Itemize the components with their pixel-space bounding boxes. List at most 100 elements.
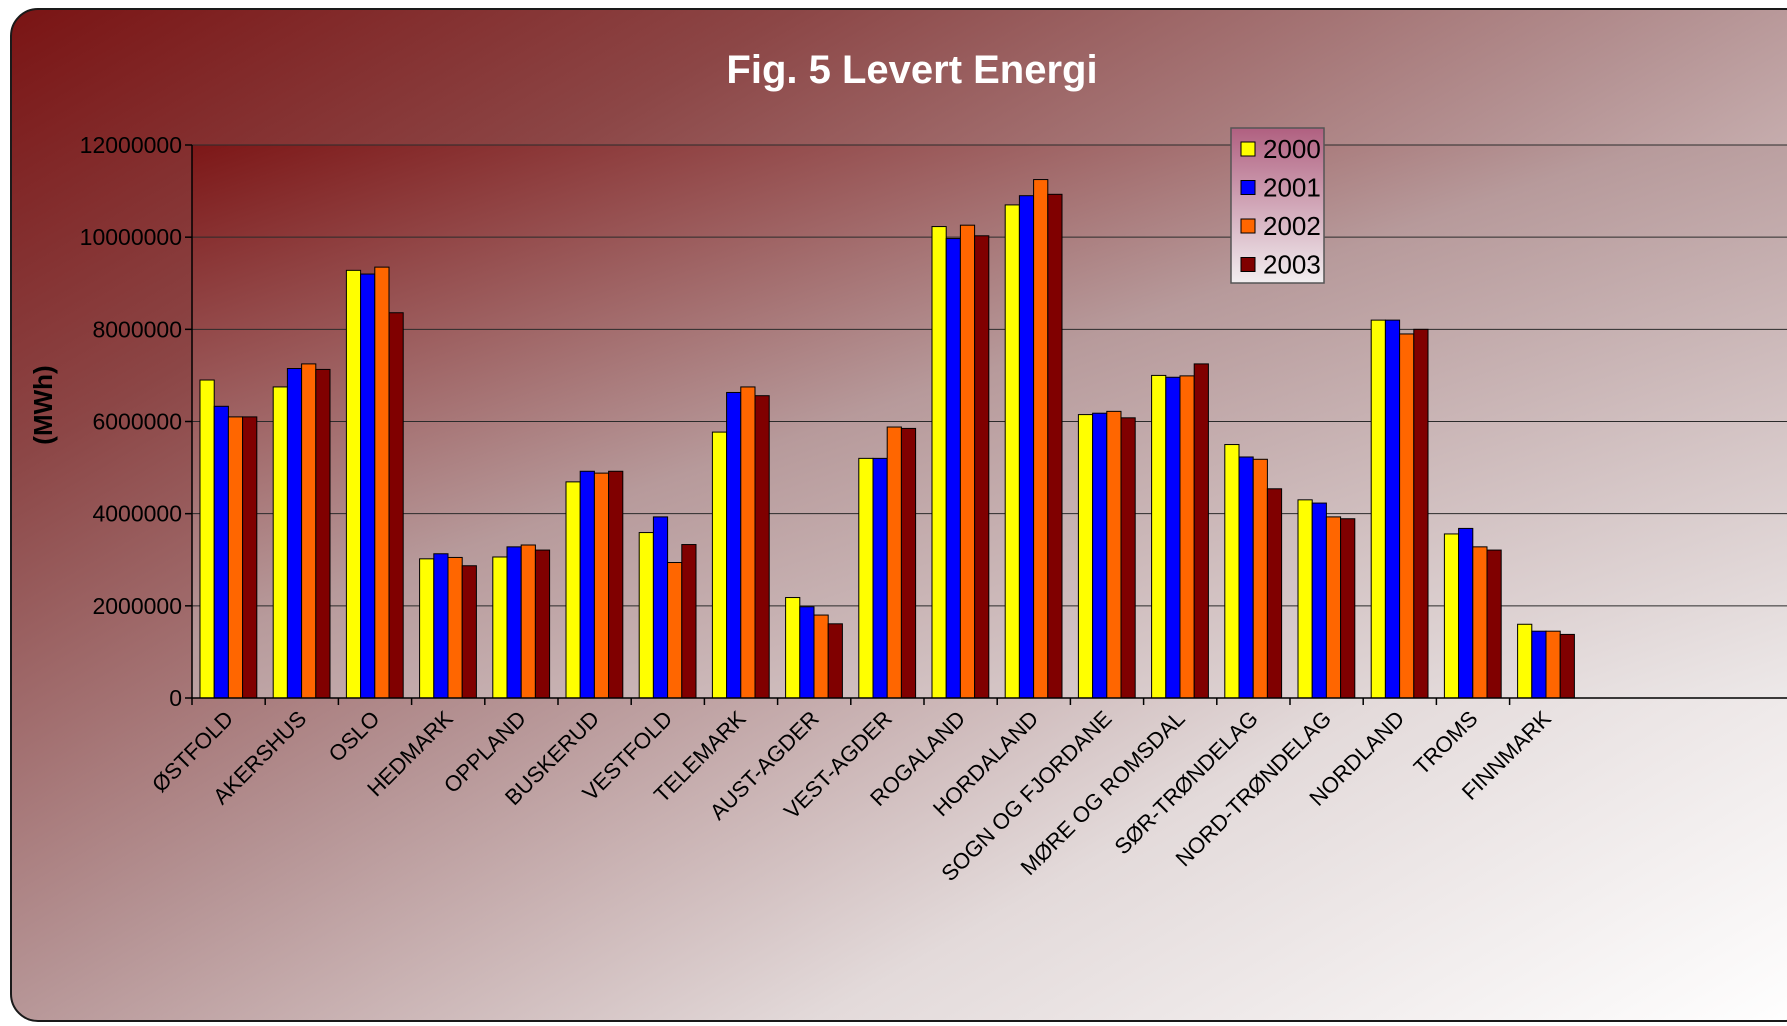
bar [1047, 193, 1063, 699]
bar [813, 614, 829, 699]
chart-title: Fig. 5 Levert Energi [726, 48, 1098, 92]
bar [858, 457, 874, 699]
y-tick-label: 12000000 [80, 132, 182, 158]
bar [1151, 374, 1167, 699]
bar [1165, 376, 1181, 699]
bar [1325, 516, 1342, 699]
bar [785, 597, 801, 699]
x-tick-label: SØR-TRØNDELAG [1110, 706, 1263, 859]
bar [433, 553, 449, 699]
bar [886, 426, 902, 699]
axes [185, 144, 1787, 705]
y-tick-label: 2000000 [92, 593, 182, 619]
bar [242, 416, 258, 699]
bar [711, 431, 728, 699]
legend-label: 2003 [1263, 250, 1321, 280]
bar [579, 470, 595, 699]
y-tick-labels: 0 2000000 4000000 6000000 8000000 10000000 120… [80, 132, 182, 711]
bar [1531, 630, 1547, 699]
y-tick-label: 4000000 [92, 501, 182, 527]
bar [1311, 502, 1327, 699]
x-tick-label: TROMS [1409, 706, 1483, 780]
bar [227, 416, 244, 699]
legend-label: 2000 [1263, 134, 1321, 164]
bar [652, 516, 669, 699]
bar [740, 386, 756, 699]
bar [1297, 499, 1313, 699]
bar [1004, 204, 1020, 699]
bar [1252, 458, 1268, 699]
bar [754, 395, 770, 699]
bar [213, 405, 229, 699]
bar [1077, 414, 1094, 699]
bar [345, 269, 362, 699]
bar-chart: 0 2000000 4000000 6000000 8000000 10000000 120… [28, 127, 1787, 886]
y-tick-label: 10000000 [80, 224, 182, 250]
bar [1370, 319, 1386, 699]
legend-swatch [1240, 257, 1256, 272]
bar [447, 556, 463, 699]
legend-label: 2002 [1263, 211, 1321, 241]
bar [1472, 546, 1488, 699]
bar [638, 532, 654, 699]
bar [301, 363, 317, 699]
legend-swatch [1240, 141, 1256, 157]
bar [360, 273, 376, 699]
bar [974, 235, 990, 699]
legend-swatch [1240, 218, 1256, 234]
bar [1413, 328, 1429, 699]
bar [506, 546, 522, 699]
bar [1092, 412, 1108, 699]
bar [520, 544, 536, 699]
y-tick-label: 0 [169, 685, 182, 711]
bar [1443, 533, 1460, 699]
bar [272, 386, 288, 699]
bar [388, 312, 404, 699]
bar [461, 565, 477, 699]
bar [667, 562, 683, 699]
bar [931, 226, 947, 699]
legend: 2000 2001 2002 2003 [1230, 127, 1325, 284]
bar [945, 238, 961, 699]
bar [1179, 375, 1195, 699]
bar [534, 549, 551, 699]
bar [1340, 518, 1356, 699]
y-axis-label: (MWh) [28, 365, 58, 444]
bar [1193, 363, 1209, 699]
legend-swatch [1240, 180, 1256, 195]
bar [1486, 549, 1502, 699]
bar [1018, 195, 1035, 699]
legend-label: 2001 [1263, 173, 1321, 203]
bar [286, 368, 303, 699]
y-tick-label: 8000000 [92, 316, 182, 342]
bar [726, 391, 742, 699]
bar [1033, 179, 1049, 699]
bar [959, 224, 976, 699]
bar [1559, 633, 1575, 699]
bar [1106, 410, 1122, 699]
bar [1458, 527, 1474, 699]
bar [492, 556, 508, 699]
bar [1384, 319, 1401, 699]
x-tick-label: OSLO [324, 706, 385, 767]
bar [1545, 630, 1561, 699]
bar [315, 368, 331, 699]
bar [419, 558, 435, 699]
bar [681, 544, 697, 699]
bar [900, 427, 917, 699]
bar [1120, 417, 1136, 699]
bar [827, 623, 843, 699]
bar [799, 606, 815, 699]
bar [1266, 488, 1283, 699]
bar [565, 481, 581, 699]
bar [1238, 456, 1254, 699]
bar [1224, 444, 1240, 699]
bar [872, 457, 888, 699]
bar [608, 470, 624, 699]
bar [199, 379, 215, 699]
chart-frame: Fig. 5 Levert Energi 0 2000000 4000000 6000… [10, 8, 1787, 1022]
bar [593, 472, 610, 699]
bar [374, 266, 390, 699]
y-tick-label: 6000000 [92, 409, 182, 435]
